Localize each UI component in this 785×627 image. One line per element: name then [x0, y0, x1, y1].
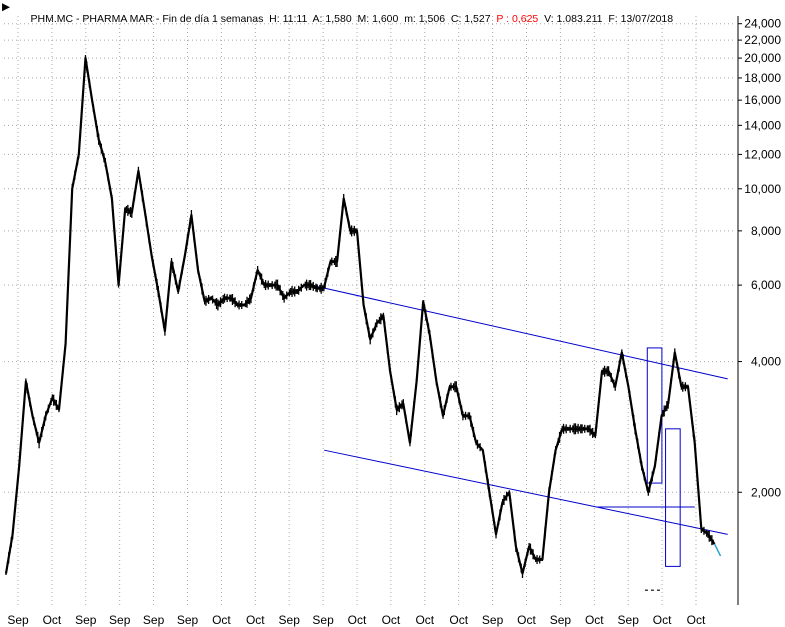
y-axis: 24,000 22,000 20,000 18,000 16,000 14,000 12,0…	[737, 16, 781, 605]
x-tick-label: Oct	[517, 613, 536, 627]
y-tick-label: 8,000	[751, 224, 781, 238]
x-tick-label: Oct	[449, 613, 468, 627]
x-tick-label: Sep	[75, 613, 97, 627]
x-tick-label: Oct	[653, 613, 672, 627]
x-tick-label: Oct	[382, 613, 401, 627]
last-price-tick	[713, 543, 722, 557]
x-tick-label: Sep	[618, 613, 640, 627]
header-arrow-icon: ▶	[2, 1, 11, 13]
channel-line	[324, 449, 728, 535]
x-tick-label: Sep	[7, 613, 29, 627]
y-tick-label: 14,000	[744, 118, 781, 132]
x-axis: Sep Oct Sep Sep Sep Sep Oct Oct Sep Sep Oct Oct Oct O…	[7, 613, 706, 627]
x-tick-label: Oct	[43, 613, 62, 627]
y-tick-label: 20,000	[744, 51, 781, 65]
price-series	[4, 55, 722, 578]
channel-line	[310, 284, 728, 380]
trend-channel	[310, 284, 728, 535]
vertical-grid	[17, 16, 697, 605]
x-tick-label: Oct	[246, 613, 265, 627]
header-segment-tail: V: 1.083.211 F: 13/07/2018	[538, 13, 674, 25]
horizontal-grid	[4, 23, 735, 493]
y-tick-label: 16,000	[744, 93, 781, 107]
x-tick-label: Sep	[177, 613, 199, 627]
header-segment-p: P : 0,625	[496, 13, 539, 25]
price-line	[4, 57, 716, 575]
y-tick-label: 22,000	[744, 33, 781, 47]
y-tick-label: 6,000	[751, 278, 781, 292]
y-tick-label: 18,000	[744, 71, 781, 85]
x-tick-label: Sep	[143, 613, 165, 627]
x-tick-label: Oct	[415, 613, 434, 627]
x-tick-label: Sep	[109, 613, 131, 627]
y-tick-label: 4,000	[751, 355, 781, 369]
x-tick-label: Oct	[687, 613, 706, 627]
y-tick-label: 24,000	[744, 17, 781, 31]
range-box	[665, 428, 681, 567]
y-tick-label: 2,000	[751, 485, 781, 499]
x-tick-label: Sep	[482, 613, 504, 627]
x-tick-label: Sep	[279, 613, 301, 627]
x-tick-label: Sep	[550, 613, 572, 627]
x-tick-label: Oct	[348, 613, 367, 627]
y-tick-label: 10,000	[744, 182, 781, 196]
x-tick-label: Oct	[585, 613, 604, 627]
x-tick-label: Oct	[212, 613, 231, 627]
y-tick-label: 12,000	[744, 147, 781, 161]
x-tick-label: Sep	[312, 613, 334, 627]
